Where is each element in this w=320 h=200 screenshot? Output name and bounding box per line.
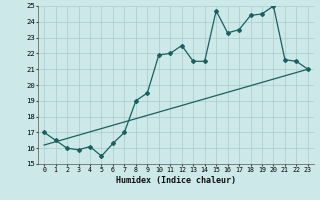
X-axis label: Humidex (Indice chaleur): Humidex (Indice chaleur): [116, 176, 236, 185]
